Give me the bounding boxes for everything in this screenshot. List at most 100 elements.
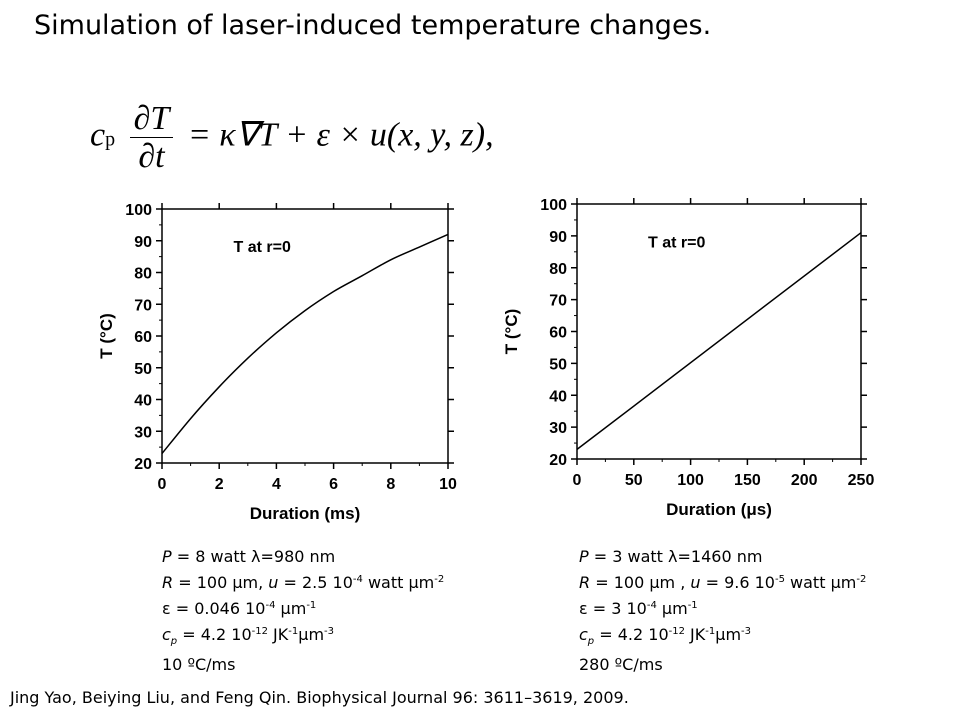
param-subscript: p [170, 636, 178, 648]
series-line [576, 232, 862, 450]
y-tick-label: 60 [134, 329, 152, 346]
y-tick-label: 30 [549, 420, 567, 437]
param-label: P [579, 547, 589, 566]
param-exponent: -12 [668, 626, 685, 637]
param-label: R [579, 573, 591, 592]
param-unit: watt [362, 573, 409, 592]
param-value: = 0.046 10 [170, 599, 266, 618]
y-tick-label: 40 [134, 393, 152, 410]
y-tick-label: 70 [134, 297, 152, 314]
equation-numerator: ∂T [129, 100, 174, 139]
param-unit: m [308, 625, 325, 644]
chart-annotation: T at r=0 [648, 234, 705, 251]
y-tick-label: 50 [134, 361, 152, 378]
mu-symbol: μ [275, 599, 291, 618]
param-label: R [162, 573, 174, 592]
params-left: P = 8 watt λ=980 nm R = 100 μm, u = 2.5 … [162, 545, 444, 676]
y-axis-label: T (°C) [502, 309, 521, 355]
param-unit: m [418, 573, 435, 592]
param-unit: m [672, 599, 688, 618]
x-tick-label: 250 [848, 472, 875, 489]
x-tick-label: 0 [573, 472, 582, 489]
y-tick-label: 90 [134, 234, 152, 251]
slide-title: Simulation of laser-induced temperature … [34, 10, 712, 41]
series-line [161, 233, 449, 454]
param-unit: m [290, 599, 307, 618]
param-label: u [690, 573, 701, 592]
mu-symbol: μ [408, 573, 419, 592]
y-tick-label: 40 [549, 388, 567, 405]
param-value: = 2.5 10 [278, 573, 353, 592]
equation-coefficient: c [90, 116, 106, 154]
param-exponent: -4 [646, 600, 657, 611]
y-tick-label: 90 [549, 229, 567, 246]
epsilon-symbol: ε [162, 599, 171, 618]
param-value: = 3 watt [588, 547, 669, 566]
params-right: P = 3 watt λ=1460 nm R = 100 μm , u = 9.… [579, 545, 866, 676]
x-axis-label: Duration (ms) [250, 504, 361, 523]
heat-equation: cp ∂T ∂t = κ∇T + ε × u(x, y, z), [90, 100, 494, 176]
x-tick-label: 100 [677, 472, 704, 489]
param-rate: 10 ºC/ms [162, 655, 236, 675]
equation-derivative: ∂T ∂t [129, 100, 174, 176]
mu-symbol: μ [298, 625, 309, 644]
param-value: = 8 watt [171, 547, 252, 566]
param-power: P = 3 watt λ=1460 nm [579, 545, 866, 568]
y-tick-label: 20 [549, 452, 567, 469]
param-exponent: -1 [288, 626, 299, 637]
param-unit: m , [659, 573, 691, 592]
y-tick-label: 100 [125, 202, 152, 219]
param-unit: JK [684, 625, 706, 644]
param-exponent: -12 [251, 626, 268, 637]
chart-left: 20 30 40 50 60 70 80 90 100 0 2 4 6 8 10 T at r=0 Durati… [97, 202, 457, 523]
param-exponent: -4 [352, 574, 363, 585]
equation-coefficient-subscript: p [105, 128, 116, 151]
param-subscript: p [587, 636, 595, 648]
param-exponent: -1 [306, 600, 317, 611]
param-value: = 3 10 [587, 599, 647, 618]
y-tick-label: 80 [549, 261, 567, 278]
param-unit: m, [242, 573, 269, 592]
mu-symbol: μ [715, 625, 726, 644]
param-radius: R = 100 μm , u = 9.6 10-5 watt μm-2 [579, 568, 866, 594]
param-label: u [268, 573, 279, 592]
y-axis-label: T (°C) [97, 313, 116, 359]
x-tick-label: 0 [158, 476, 167, 493]
param-exponent: -1 [705, 626, 716, 637]
mu-symbol: μ [232, 573, 243, 592]
param-exponent: -1 [687, 600, 698, 611]
param-unit: JK [267, 625, 289, 644]
param-value: = 4.2 10 [594, 625, 669, 644]
param-rate: 280 ºC/ms [579, 655, 663, 675]
param-exponent: -3 [741, 626, 752, 637]
chart-right: 20 30 40 50 60 70 80 90 100 0 50 100 150 200 250 T at r… [502, 197, 875, 519]
param-exponent: -2 [856, 574, 867, 585]
param-exponent: -3 [324, 626, 335, 637]
param-unit: watt [784, 573, 831, 592]
param-value: = 100 [173, 573, 233, 592]
param-epsilon: ε = 3 10-4 μm-1 [579, 594, 866, 620]
mu-symbol: μ [830, 573, 841, 592]
param-value: =1460 nm [677, 547, 763, 566]
param-exponent: -5 [774, 574, 785, 585]
y-tick-label: 100 [540, 197, 567, 214]
param-label: P [162, 547, 172, 566]
mu-symbol: μ [649, 573, 660, 592]
y-tick-label: 80 [134, 266, 152, 283]
param-heat-capacity: cp = 4.2 10-12 JK-1μm-3 [579, 620, 866, 653]
x-tick-label: 50 [625, 472, 643, 489]
param-heat-capacity: cp = 4.2 10-12 JK-1μm-3 [162, 620, 444, 653]
x-tick-label: 8 [386, 476, 395, 493]
param-value: = 4.2 10 [177, 625, 252, 644]
x-tick-label: 6 [329, 476, 338, 493]
param-unit: m [725, 625, 742, 644]
x-tick-label: 2 [215, 476, 224, 493]
param-value: = 9.6 10 [700, 573, 775, 592]
param-label: c [162, 625, 171, 644]
y-tick-label: 30 [134, 424, 152, 441]
param-exponent: -4 [265, 600, 276, 611]
y-tick-label: 20 [134, 456, 152, 473]
equation-denominator: ∂t [138, 138, 165, 176]
y-tick-label: 50 [549, 356, 567, 373]
plot-frame [576, 203, 862, 460]
